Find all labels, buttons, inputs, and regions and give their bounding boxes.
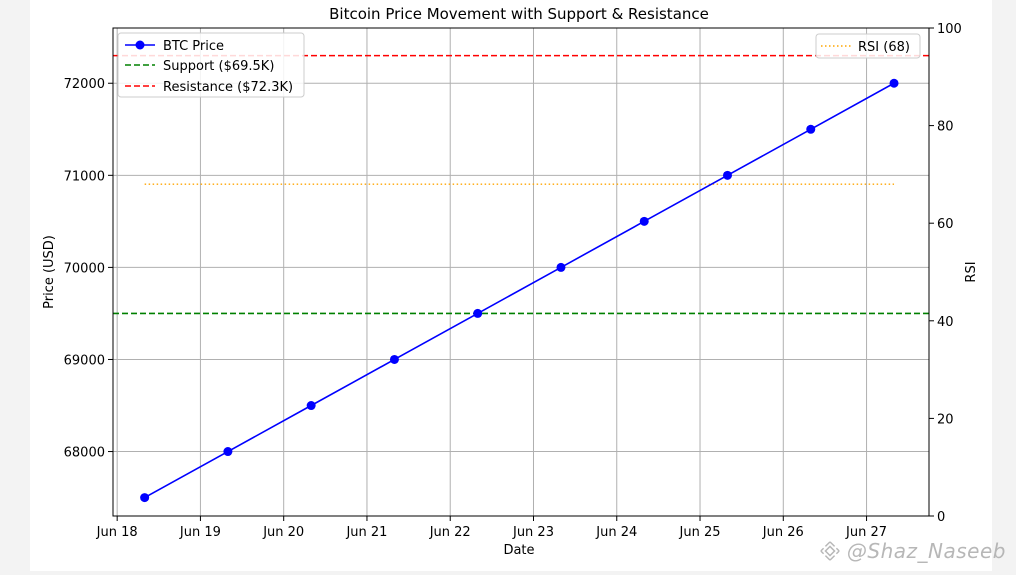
- legend-price-label: BTC Price: [163, 39, 224, 54]
- x-tick-label: Jun 26: [762, 525, 804, 540]
- legend-support-label: Support ($69.5K): [163, 59, 274, 74]
- y2-tick-label: 60: [937, 217, 954, 232]
- y2-tick-label: 20: [937, 412, 954, 427]
- y-tick-label: 71000: [64, 169, 105, 184]
- x-tick-label: Jun 20: [262, 525, 304, 540]
- chart-title: Bitcoin Price Movement with Support & Re…: [329, 5, 709, 23]
- legend-left: BTC Price Support ($69.5K) Resistance ($…: [118, 33, 304, 97]
- y2-tick-label: 40: [937, 315, 954, 330]
- watermark-text: @Shaz_Naseeb: [847, 539, 1006, 563]
- price-point: [223, 447, 232, 456]
- x-tick-label: Jun 21: [345, 525, 387, 540]
- price-point: [806, 125, 815, 134]
- price-point: [390, 355, 399, 364]
- y-tick-label: 69000: [64, 353, 105, 368]
- y-tick-label: 72000: [64, 77, 105, 92]
- x-tick-label: Jun 23: [512, 525, 554, 540]
- binance-logo-icon: [819, 540, 841, 562]
- x-tick-label: Jun 18: [96, 525, 138, 540]
- price-point: [473, 309, 482, 318]
- x-axis-label: Date: [503, 543, 534, 558]
- legend-right: RSI (68): [816, 34, 920, 58]
- y2-axis-label: RSI: [964, 261, 979, 282]
- x-tick-label: Jun 24: [595, 525, 637, 540]
- price-point: [723, 171, 732, 180]
- price-point: [890, 79, 899, 88]
- legend-price-marker: [136, 41, 145, 50]
- x-tick-label: Jun 27: [845, 525, 887, 540]
- y-tick-label: 70000: [64, 261, 105, 276]
- y-tick-label: 68000: [64, 446, 105, 461]
- y2-tick-label: 80: [937, 120, 954, 135]
- price-point: [307, 401, 316, 410]
- price-point: [140, 493, 149, 502]
- x-tick-label: Jun 25: [679, 525, 721, 540]
- legend-rsi-label: RSI (68): [858, 40, 910, 55]
- watermark: @Shaz_Naseeb: [819, 539, 1006, 563]
- price-point: [556, 263, 565, 272]
- y-axis-label: Price (USD): [42, 235, 57, 309]
- x-tick-label: Jun 19: [179, 525, 221, 540]
- x-tick-label: Jun 22: [429, 525, 471, 540]
- price-point: [640, 217, 649, 226]
- legend-resistance-label: Resistance ($72.3K): [163, 80, 293, 95]
- y2-tick-label: 100: [937, 22, 962, 37]
- y2-tick-label: 0: [937, 510, 945, 525]
